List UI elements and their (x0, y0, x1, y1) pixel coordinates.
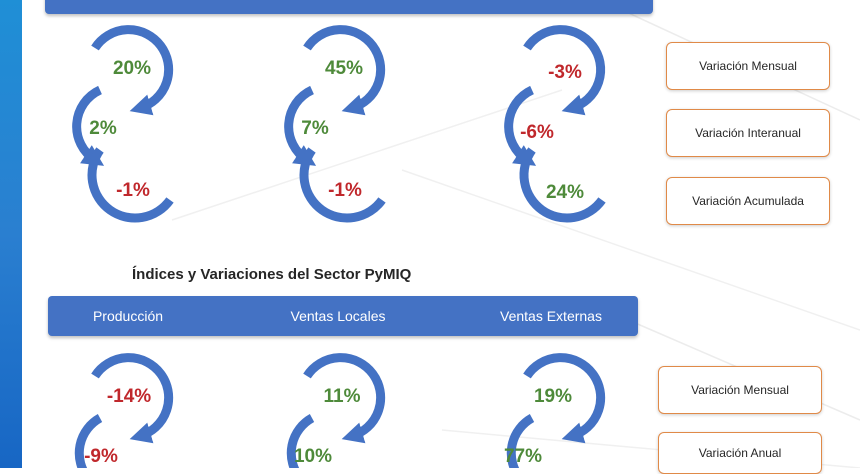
bottom-col1-value-1: -14% (106, 386, 152, 407)
bottom-col2-value-1: 11% (323, 386, 361, 407)
top-col3-value-2: -6% (520, 122, 554, 143)
bottom-col3-value-2: 77% (503, 446, 543, 467)
legend-variacion-interanual: Variación Interanual (666, 109, 830, 157)
bottom-col2-value-2: 10% (293, 446, 333, 467)
left-accent-strip (0, 0, 22, 468)
top-col2-value-1: 45% (324, 58, 364, 79)
top-col1-value-1: 20% (112, 58, 152, 79)
section-title: Índices y Variaciones del Sector PyMIQ (132, 266, 412, 283)
header-ventas-locales: Ventas Locales (290, 308, 386, 324)
bottom-col1-value-2: -9% (84, 446, 118, 467)
legend-variacion-mensual: Variación Mensual (666, 42, 830, 90)
legend-variacion-acumulada: Variación Acumulada (666, 177, 830, 225)
legend-variacion-mensual-bottom: Variación Mensual (658, 366, 822, 414)
top-col1-value-2: 2% (89, 118, 117, 139)
header-produccion: Producción (92, 308, 164, 324)
bottom-header-bar: Producción Ventas Locales Ventas Externa… (48, 296, 638, 336)
top-col2-value-2: 7% (301, 118, 329, 139)
bottom-col3-value-1: 19% (533, 386, 573, 407)
top-col1-value-3: -1% (116, 180, 150, 201)
top-col3-value-1: -3% (548, 62, 582, 83)
top-col2-value-3: -1% (328, 180, 362, 201)
top-col3-value-3: 24% (545, 182, 585, 203)
header-ventas-externas: Ventas Externas (500, 308, 602, 324)
top-header-bar (45, 0, 653, 14)
